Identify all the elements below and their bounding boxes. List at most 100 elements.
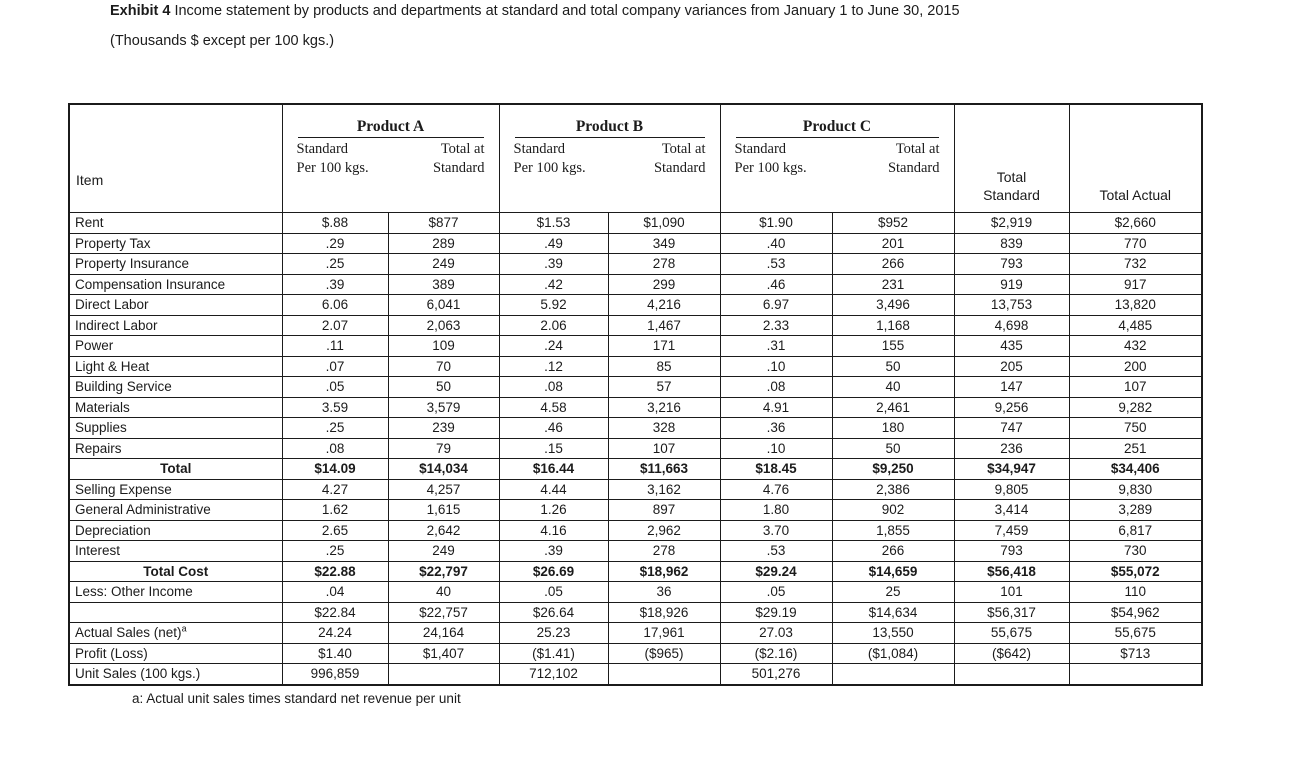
cell-value: 25.23 [498, 622, 609, 644]
table-row: Unit Sales (100 kgs.) 996,859 712,102 501,2… [68, 663, 1203, 685]
cell-value: ($1.41) [498, 642, 609, 664]
cell-value: 180 [831, 417, 955, 439]
cell-value: 4.44 [498, 478, 609, 500]
cell-value: .46 [719, 273, 833, 295]
row-label: Profit (Loss) [68, 642, 283, 664]
cell-value: .12 [498, 355, 609, 377]
subheader-total-at-standard: Total at Standard [433, 140, 485, 178]
cell-value: .08 [498, 376, 609, 398]
cell-value: $29.24 [719, 560, 833, 582]
subheader-standard-per-100kgs: Standard Per 100 kgs. [735, 140, 807, 178]
cell-value: $26.64 [498, 601, 609, 623]
cell-value: $877 [387, 212, 500, 234]
table-row: Repairs .08 79.15 107.10 50 236 251 [68, 437, 1203, 459]
table-row: Property Tax .29 289.49 349.40 201 839 770 [68, 232, 1203, 254]
cell-value: .10 [719, 355, 833, 377]
cell-value: $22.88 [281, 560, 389, 582]
cell-value: 2.07 [281, 314, 389, 336]
column-header-total-actual: Total Actual [1068, 103, 1203, 213]
cell-value: 4.16 [498, 519, 609, 541]
table-row: Rent $.88 $877 $1.53 $1,090 $1.90 $952 $2,919 $2… [68, 212, 1203, 234]
cell-value: 1.26 [498, 499, 609, 521]
cell-value: 2,063 [387, 314, 500, 336]
cell-value: 793 [953, 253, 1070, 275]
cell-value: 897 [607, 499, 721, 521]
table-body: Rent $.88 $877 $1.53 $1,090 $1.90 $952 $2,919 $2… [68, 212, 1203, 685]
row-label: Light & Heat [68, 355, 283, 377]
cell-value: 249 [387, 540, 500, 562]
cell-value: 732 [1068, 253, 1203, 275]
cell-value: .36 [719, 417, 833, 439]
cell-value: 435 [953, 335, 1070, 357]
group-header-product-b: Product B Standard Per 100 kgs. Total at S… [498, 103, 721, 213]
cell-value: 9,282 [1068, 396, 1203, 418]
subheader-total-at-standard: Total at Standard [888, 140, 940, 178]
cell-value: 1.80 [719, 499, 833, 521]
row-label: Rent [68, 212, 283, 234]
cell-value: .40 [719, 232, 833, 254]
cell-value: 251 [1068, 437, 1203, 459]
group-subheaders: Standard Per 100 kgs. Total at Standard [500, 140, 719, 182]
cell-value: .04 [281, 581, 389, 603]
cell-value: 4.91 [719, 396, 833, 418]
cell-value: 6.06 [281, 294, 389, 316]
cell-value: 25 [831, 581, 955, 603]
table-row: Power .11 109.24 171.31 155 435 432 [68, 335, 1203, 357]
cell-value: .53 [719, 540, 833, 562]
cell-value: ($642) [953, 642, 1070, 664]
cell-value: .39 [498, 253, 609, 275]
cell-value: 101 [953, 581, 1070, 603]
cell-value: $34,406 [1068, 458, 1203, 480]
header-row: Item Product A Standard Per 100 kgs. Tota… [68, 103, 1203, 213]
cell-value: .42 [498, 273, 609, 295]
cell-value: $9,250 [831, 458, 955, 480]
cell-value: 9,256 [953, 396, 1070, 418]
cell-value: 4.27 [281, 478, 389, 500]
cell-value: $11,663 [607, 458, 721, 480]
row-label: Power [68, 335, 283, 357]
cell-value: $22,757 [387, 601, 500, 623]
cell-value: .49 [498, 232, 609, 254]
row-label: Property Insurance [68, 253, 283, 275]
row-label: Repairs [68, 437, 283, 459]
cell-value: .05 [281, 376, 389, 398]
subheader-line: Standard [513, 141, 566, 157]
cell-value: ($2.16) [719, 642, 833, 664]
cell-value: .29 [281, 232, 389, 254]
cell-value: $54,962 [1068, 601, 1203, 623]
table-row: Selling Expense 4.27 4,257 4.44 3,162 4.76 2,3… [68, 478, 1203, 500]
column-header-total-standard: Total Standard [953, 103, 1070, 213]
subheader-line: Standard [432, 160, 485, 176]
group-subheaders: Standard Per 100 kgs. Total at Standard [721, 140, 953, 182]
subheader-line: Standard [734, 141, 787, 157]
table-row: Supplies .25 239.46 328.36 180 747 750 [68, 417, 1203, 439]
cell-value: $56,418 [953, 560, 1070, 582]
group-header-product-a: Product A Standard Per 100 kgs. Total at S… [281, 103, 500, 213]
cell-value: 278 [607, 540, 721, 562]
row-label: Less: Other Income [68, 581, 283, 603]
cell-value: $56,317 [953, 601, 1070, 623]
cell-value: .10 [719, 437, 833, 459]
cell-value: $18,926 [607, 601, 721, 623]
subheader-line: Per 100 kgs. [734, 160, 807, 176]
table-row: Indirect Labor 2.07 2,063 2.06 1,467 2.33 1,16… [68, 314, 1203, 336]
group-label-product-b: Product B [575, 118, 644, 135]
header-line: Standard [983, 187, 1040, 203]
cell-value: $1,090 [607, 212, 721, 234]
cell-value: 13,753 [953, 294, 1070, 316]
cell-value: 85 [607, 355, 721, 377]
cell-value: $16.44 [498, 458, 609, 480]
cell-value: 55,675 [953, 622, 1070, 644]
subheader-line: Standard [296, 141, 349, 157]
cell-value: $2,660 [1068, 212, 1203, 234]
cell-value: .05 [719, 581, 833, 603]
cell-value: $18,962 [607, 560, 721, 582]
header-line: Total [996, 169, 1027, 185]
cell-value: 3,579 [387, 396, 500, 418]
cell-value: 6,041 [387, 294, 500, 316]
table-container: Item Product A Standard Per 100 kgs. Tota… [68, 103, 1203, 706]
cell-value: $1,407 [387, 642, 500, 664]
page-title: Exhibit 4 Income statement by products a… [110, 2, 960, 20]
cell-value [953, 663, 1070, 685]
cell-value: 50 [387, 376, 500, 398]
